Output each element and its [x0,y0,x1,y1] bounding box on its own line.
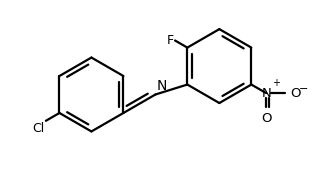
Text: O: O [261,112,271,125]
Text: Cl: Cl [32,122,45,135]
Text: N: N [157,79,167,93]
Text: F: F [166,34,174,47]
Text: −: − [299,84,308,94]
Text: N: N [261,87,271,100]
Text: +: + [272,78,280,88]
Text: O: O [290,87,301,100]
